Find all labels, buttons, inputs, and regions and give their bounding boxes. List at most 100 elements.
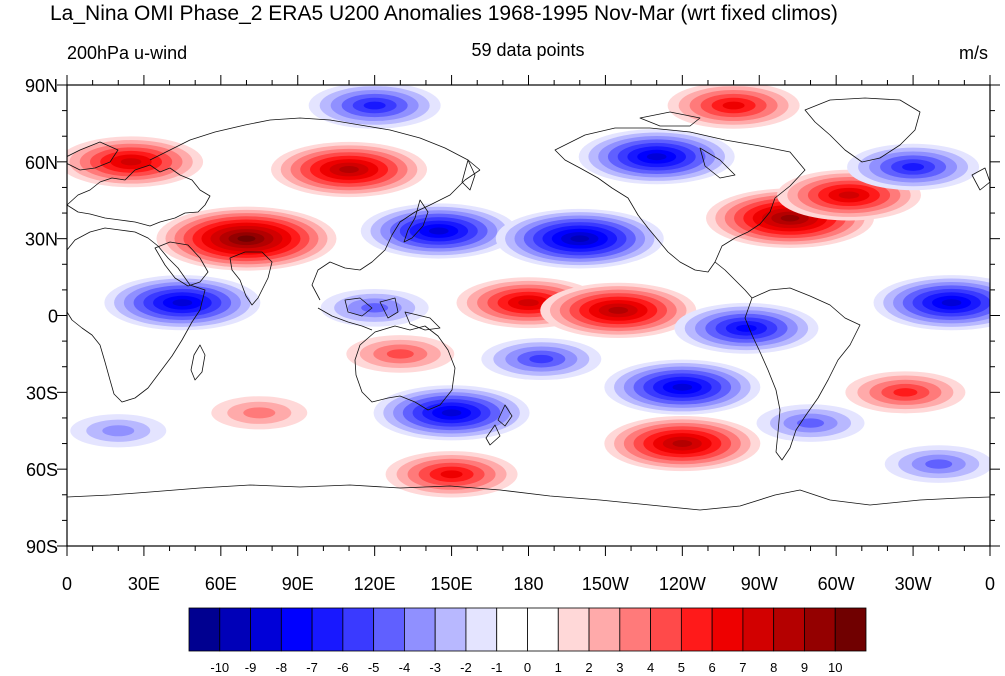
anomaly-contour [736,324,757,332]
colorbar-label: -4 [399,660,411,675]
anomaly-blob [847,143,980,191]
colorbar-label: 0 [524,660,531,675]
anomaly-contour [838,191,860,199]
colorbar-swatch [404,607,436,652]
colorbar-swatch [557,607,590,652]
anomaly-blob [481,338,602,381]
colorbar-label: 4 [647,660,654,675]
anomaly-contour [672,440,693,448]
colorbar-label: 10 [828,660,842,675]
lon-label: 120W [659,574,706,594]
colorbar: -10 -9 -8 -7 -6 -5 -4 -3 -2 -1 0 1 2 3 4 5 6 7 8 9 10 [188,607,867,675]
lat-label: 0 [48,307,58,327]
colorbar-swatch [773,607,805,652]
anomaly-contour [570,235,590,242]
lon-label: 120E [354,574,396,594]
anomaly-contour [902,163,925,171]
lat-label: 90N [25,76,58,96]
anomaly-contour [893,388,918,397]
colorbar-swatch [434,607,467,652]
anomaly-contour [529,354,554,364]
colorbar-swatch [219,607,251,652]
colorbar-label: -3 [429,660,441,675]
colorbar-label: -1 [491,660,503,675]
anomaly-contour [608,306,629,314]
anomaly-blob [756,404,865,442]
anomaly-contour [172,299,193,307]
anomaly-contour [102,425,135,437]
colorbar-label: 3 [616,660,623,675]
colorbar-swatch [834,607,867,652]
lon-label: 90E [282,574,314,594]
anomaly-blob [360,203,517,259]
anomaly-contour [518,299,539,307]
colorbar-swatch [280,607,313,652]
anomaly-blob [308,85,441,129]
colorbar-swatch [373,607,405,652]
chart-title: La_Nina OMI Phase_2 ERA5 U200 Anomalies … [50,2,838,25]
colorbar-label: -6 [337,660,349,675]
colorbar-swatch [465,607,498,652]
longitude-labels: 0 30E 60E 90E 120E 150E 180 150W 120W 90W 60W 30W 0 [62,574,995,594]
lat-label: 60S [26,460,58,480]
anomaly-blob [104,275,261,331]
colorbar-label: 5 [678,660,685,675]
anomaly-blob [70,414,167,448]
lon-label: 30W [895,574,932,594]
anomaly-contour [780,214,800,222]
anomaly-contour [925,459,953,469]
colorbar-label: -7 [306,660,318,675]
variable-label: 200hPa u-wind [67,43,188,63]
anomaly-contour [237,235,256,242]
anomaly-blob [211,396,308,430]
lon-label: 0 [985,574,995,594]
anomaly-contour [441,409,462,417]
anomaly-contour [339,166,359,174]
colorbar-label: 1 [555,660,562,675]
anomaly-blob [271,141,428,198]
anomaly-blob [884,445,990,483]
anomaly-contour [722,101,745,110]
colorbar-label: -2 [460,660,472,675]
lon-label: 180 [513,574,543,594]
colorbar-label: -8 [276,660,288,675]
colorbar-label: -9 [245,660,257,675]
anomaly-blob [67,136,204,188]
colorbar-label: 2 [585,660,592,675]
colorbar-swatch [527,607,559,652]
anomaly-blob [604,415,761,472]
lon-label: 60E [205,574,237,594]
colorbar-label: 9 [801,660,808,675]
latitude-labels: 90N 60N 30N 0 30S 60S 90S [25,76,58,557]
coastlines [67,97,990,511]
colorbar-swatch [188,607,221,652]
lat-label: 90S [26,537,58,557]
anomaly-blob [495,208,664,269]
anomaly-contour [386,349,414,359]
anomaly-blob [873,275,990,331]
units-label: m/s [959,43,988,63]
colorbar-label: 6 [709,660,716,675]
anomaly-blob [373,385,530,441]
colorbar-swatch [250,607,282,652]
anomaly-blob [346,335,455,373]
colorbar-label: 7 [739,660,746,675]
anomaly-contour [646,153,667,161]
sample-count-label: 59 data points [471,40,585,60]
colorbar-label: -10 [210,660,229,675]
colorbar-swatch [742,607,775,652]
colorbar-label: -5 [368,660,380,675]
lon-label: 90W [741,574,778,594]
lon-label: 150E [431,574,473,594]
anomaly-blob [540,282,697,338]
anomaly-contour [428,227,449,235]
anomaly-blob [845,371,966,414]
anomaly-contour [243,407,276,419]
colorbar-swatch [619,607,651,652]
anomaly-contour [672,383,693,391]
lon-label: 30E [128,574,160,594]
anomaly-field [67,85,990,498]
lat-label: 60N [25,153,58,173]
anomaly-contour [440,470,463,479]
